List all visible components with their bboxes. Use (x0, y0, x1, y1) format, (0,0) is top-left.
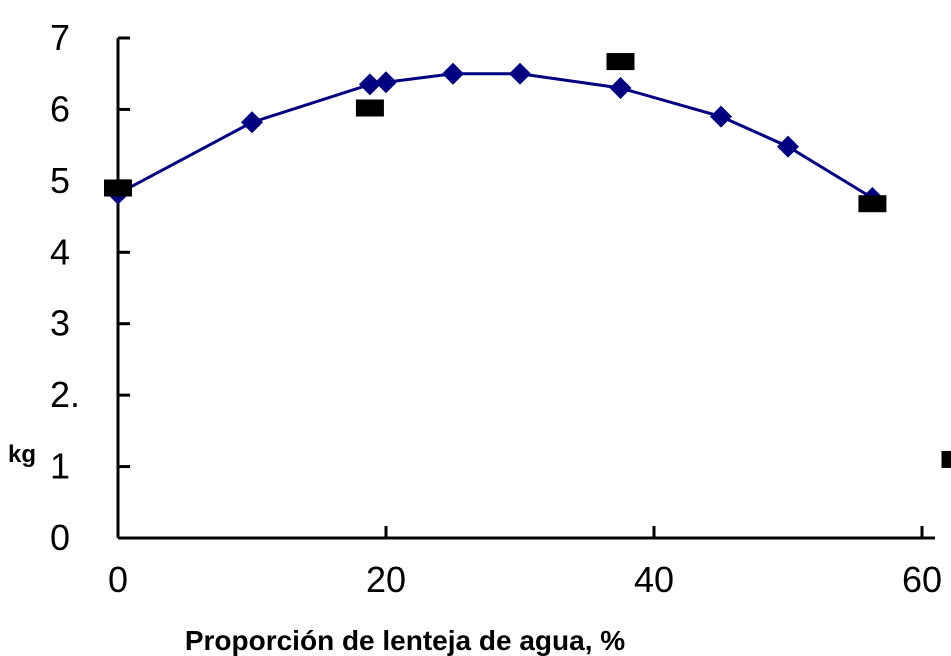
y-axis-ticks: 0 1 2. 3 4 5 6 7 (50, 17, 130, 558)
series-1 (107, 62, 884, 209)
x-tick-label: 60 (902, 559, 942, 600)
data-point (442, 62, 464, 85)
data-point (509, 62, 531, 85)
y-tick-label: 6 (50, 88, 70, 129)
x-axis-ticks: 0 20 40 60 (108, 526, 942, 600)
data-point (858, 195, 887, 213)
y-tick-label: 5 (50, 160, 70, 201)
data-point (941, 450, 951, 468)
data-point (104, 179, 132, 197)
y-tick-label: 0 (50, 517, 70, 558)
x-tick-label: 40 (634, 559, 674, 600)
series-2 (104, 53, 951, 468)
data-point (710, 105, 732, 128)
data-point (355, 99, 384, 117)
series-line (117, 72, 874, 200)
plot-area (104, 53, 951, 468)
y-tick-label: 7 (50, 17, 70, 58)
data-point (609, 77, 632, 99)
data-point (375, 71, 397, 94)
y-tick-label: 1 (50, 446, 70, 487)
y-tick-label: 4 (50, 231, 70, 272)
data-point (358, 73, 381, 96)
data-point (777, 135, 799, 158)
x-axis-label: Proporción de lenteja de agua, % (185, 625, 625, 656)
y-tick-label: 3 (50, 303, 70, 344)
y-axis-label: kg (8, 441, 36, 468)
x-tick-label: 0 (108, 559, 128, 600)
x-tick-label: 20 (366, 559, 406, 600)
data-point (241, 111, 263, 134)
y-tick-label: 2. (50, 374, 80, 415)
data-point (606, 53, 635, 71)
